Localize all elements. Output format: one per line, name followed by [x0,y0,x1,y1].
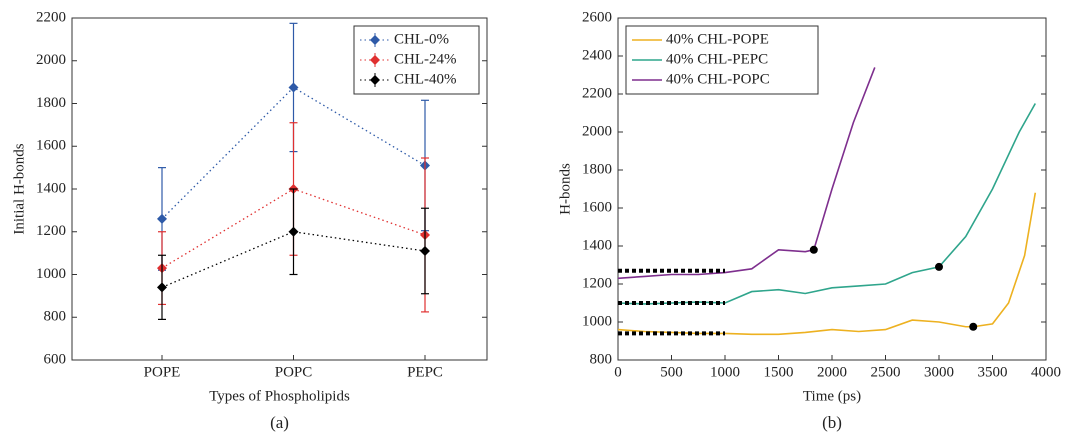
data-point [420,245,430,256]
y-tick-label: 600 [44,351,67,367]
series-line [617,192,1037,336]
x-tick-label: 3500 [978,364,1008,380]
y-axis-label: Initial H-bonds [11,143,27,234]
legend-label: CHL-24% [394,51,457,67]
y-tick-label: 1800 [36,95,66,111]
y-tick-label: 2000 [36,52,66,68]
x-tick-label: 3000 [924,364,954,380]
y-tick-label: 1200 [36,223,66,239]
y-tick-label: 800 [590,351,613,367]
x-tick-label: POPE [144,364,181,380]
y-tick-label: 2200 [36,9,66,25]
legend-label: 40% CHL-POPC [666,71,770,87]
panel-caption: (b) [822,413,842,432]
y-tick-label: 1000 [36,266,66,282]
x-tick-label: POPC [275,364,313,380]
y-tick-label: 1200 [582,275,612,291]
legend-marker [370,35,380,45]
x-tick-label: 0 [614,364,622,380]
series-line [617,67,876,280]
y-tick-label: 2200 [582,85,612,101]
x-tick-label: 500 [660,364,683,380]
legend-label: CHL-0% [394,31,449,47]
data-point [288,226,299,237]
data-point [288,82,299,93]
transition-point [935,262,943,271]
data-point [157,282,167,293]
x-tick-label: 2000 [817,364,847,380]
panel-caption: (a) [270,413,289,432]
data-point [157,213,167,224]
transition-point [969,322,978,331]
x-tick-label: 4000 [1031,364,1061,380]
y-tick-label: 2400 [582,47,612,63]
y-axis-label: H-bonds [557,163,573,215]
legend-marker [370,55,380,65]
y-tick-label: 1000 [582,313,612,329]
y-tick-label: 1600 [36,138,66,154]
y-tick-label: 1800 [582,161,612,177]
x-tick-label: 1500 [764,364,794,380]
transition-point [809,245,818,254]
x-tick-label: 1000 [710,364,740,380]
x-axis-label: Time (ps) [803,388,861,404]
y-tick-label: 1400 [36,180,66,196]
y-tick-label: 2600 [582,9,612,25]
x-tick-label: PEPC [407,364,443,380]
y-tick-label: 2000 [582,123,612,139]
x-tick-label: 2500 [871,364,901,380]
y-tick-label: 1400 [582,237,612,253]
legend-label: 40% CHL-PEPC [666,51,768,67]
y-tick-label: 800 [44,309,67,325]
legend-label: 40% CHL-POPE [666,31,769,47]
y-tick-label: 1600 [582,199,612,215]
legend-marker [370,75,380,85]
legend-label: CHL-40% [394,71,457,87]
x-axis-label: Types of Phospholipids [209,388,350,404]
